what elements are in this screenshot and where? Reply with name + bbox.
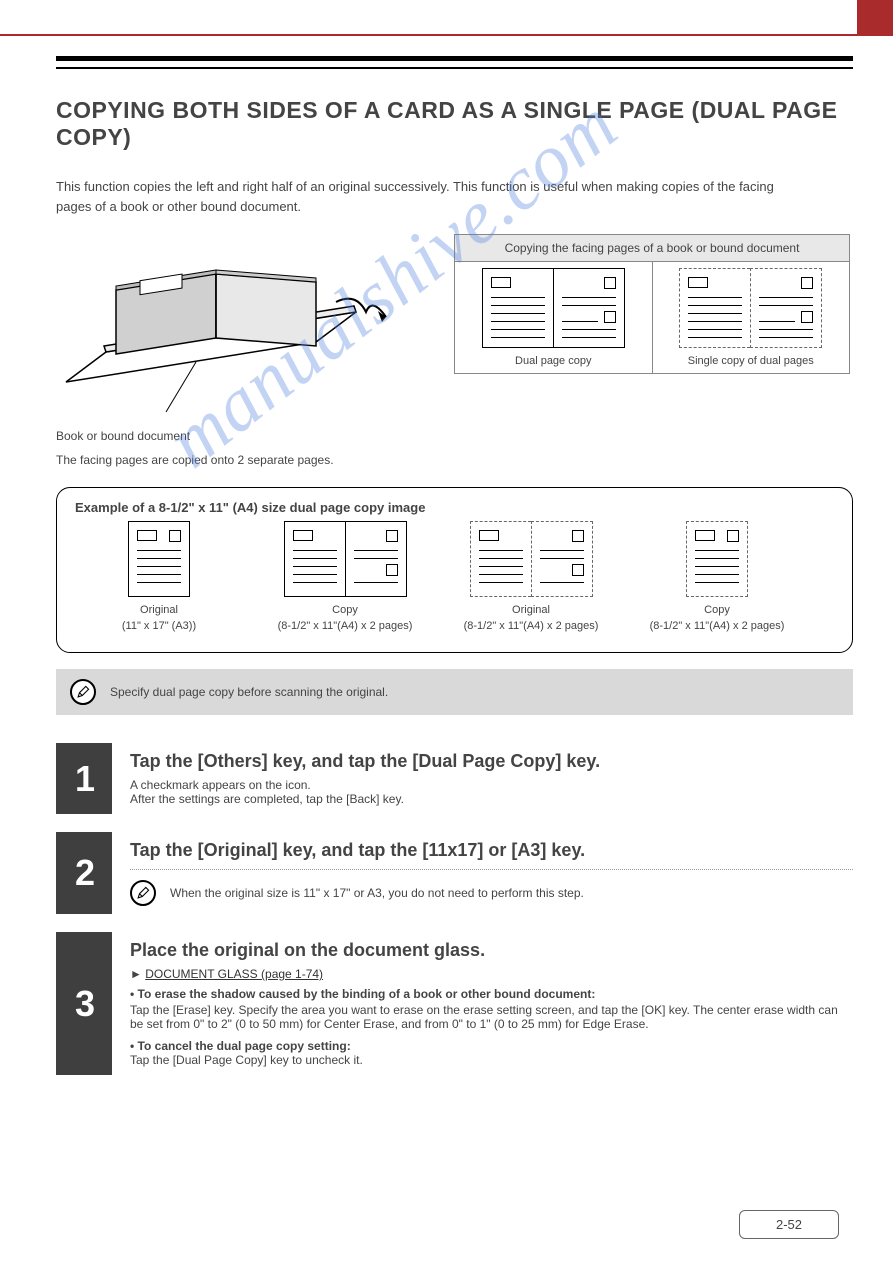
- step-title: Place the original on the document glass…: [130, 940, 853, 961]
- step-desc: A checkmark appears on the icon. After t…: [130, 778, 853, 806]
- step-desc: Tap the [Erase] key. Specify the area yo…: [130, 1003, 853, 1031]
- pencil-icon: [130, 880, 156, 906]
- page-number: 2-52: [739, 1210, 839, 1239]
- pencil-icon: [70, 679, 96, 705]
- example-heading: Example of a 8-1/2" x 11" (A4) size dual…: [75, 500, 834, 515]
- table-header: Copying the facing pages of a book or bo…: [455, 235, 850, 262]
- table-cell-left: Dual page copy: [455, 262, 653, 374]
- heading-bar-thick: [56, 56, 853, 61]
- diagram-subtext: The facing pages are copied onto 2 separ…: [56, 453, 426, 467]
- note-bar: Specify dual page copy before scanning t…: [56, 669, 853, 715]
- cancel-label: To cancel the dual page copy setting:: [138, 1039, 351, 1053]
- top-rule: [0, 34, 893, 36]
- table-cell-right: Single copy of dual pages: [652, 262, 850, 374]
- intro-text: This function copies the left and right …: [56, 177, 796, 216]
- book-illustration: [56, 242, 396, 422]
- example-col-1: Original (11" x 17" (A3)): [75, 521, 243, 632]
- step-inner-note: When the original size is 11" x 17" or A…: [170, 886, 584, 900]
- step-number: 3: [56, 932, 112, 1075]
- page-title: COPYING BOTH SIDES OF A CARD AS A SINGLE…: [56, 97, 853, 151]
- step-number: 2: [56, 832, 112, 914]
- book-caption: Book or bound document: [56, 429, 426, 443]
- doc-glass-link[interactable]: DOCUMENT GLASS (page 1-74): [145, 967, 323, 981]
- heading-bar-thin: [56, 67, 853, 69]
- step-title: Tap the [Others] key, and tap the [Dual …: [130, 751, 853, 772]
- main-diagram: Book or bound document The facing pages …: [56, 234, 853, 467]
- cancel-desc: Tap the [Dual Page Copy] key to uncheck …: [130, 1053, 853, 1067]
- note-text: Specify dual page copy before scanning t…: [110, 685, 388, 699]
- step-1: 1 Tap the [Others] key, and tap the [Dua…: [56, 743, 853, 814]
- example-col-2: Copy (8-1/2" x 11"(A4) x 2 pages): [261, 521, 429, 632]
- example-col-4: Copy (8-1/2" x 11"(A4) x 2 pages): [633, 521, 801, 632]
- example-col-3: Original (8-1/2" x 11"(A4) x 2 pages): [447, 521, 615, 632]
- comparison-table: Copying the facing pages of a book or bo…: [454, 234, 850, 374]
- example-box: Example of a 8-1/2" x 11" (A4) size dual…: [56, 487, 853, 653]
- corner-accent: [857, 0, 893, 34]
- step-3: 3 Place the original on the document gla…: [56, 932, 853, 1075]
- step-2: 2 Tap the [Original] key, and tap the [1…: [56, 832, 853, 914]
- step-number: 1: [56, 743, 112, 814]
- step-title: Tap the [Original] key, and tap the [11x…: [130, 840, 853, 861]
- erase-bullet: To erase the shadow caused by the bindin…: [138, 987, 596, 1001]
